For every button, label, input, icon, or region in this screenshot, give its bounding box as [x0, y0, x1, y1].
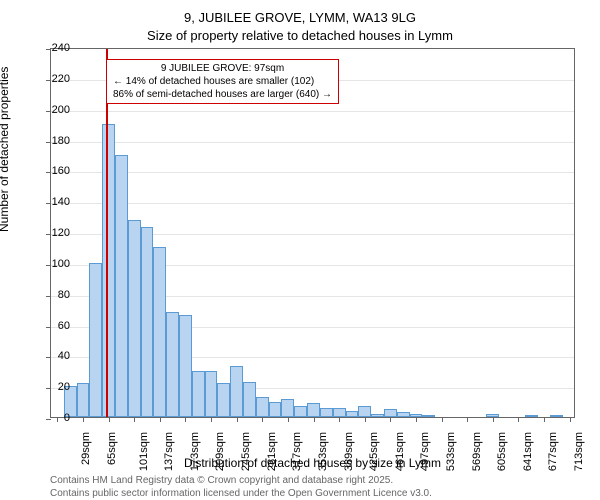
histogram-bar: [397, 412, 410, 417]
histogram-bar: [153, 247, 166, 417]
x-tick: [185, 417, 186, 422]
histogram-bar: [192, 371, 205, 417]
x-axis-label: Distribution of detached houses by size …: [50, 456, 575, 470]
chart-container: 9, JUBILEE GROVE, LYMM, WA13 9LG Size of…: [0, 0, 600, 500]
x-tick: [160, 417, 161, 422]
x-tick: [390, 417, 391, 422]
y-tick-label: 220: [40, 73, 70, 85]
grid-line: [51, 142, 574, 143]
grid-line: [51, 172, 574, 173]
x-tick: [262, 417, 263, 422]
marker-line: [106, 49, 108, 417]
x-tick: [570, 417, 571, 422]
histogram-bar: [115, 155, 128, 417]
x-tick: [416, 417, 417, 422]
histogram-bar: [333, 408, 346, 417]
chart-title-sub: Size of property relative to detached ho…: [0, 28, 600, 43]
histogram-bar: [166, 312, 179, 417]
histogram-bar: [525, 415, 538, 417]
histogram-bar: [102, 124, 115, 417]
x-tick: [467, 417, 468, 422]
annotation-title: 9 JUBILEE GROVE: 97sqm: [113, 62, 332, 75]
x-tick: [442, 417, 443, 422]
histogram-bar: [358, 406, 371, 417]
x-tick: [109, 417, 110, 422]
y-tick-label: 180: [40, 135, 70, 147]
x-tick: [544, 417, 545, 422]
x-tick: [288, 417, 289, 422]
y-tick-label: 160: [40, 165, 70, 177]
x-tick: [237, 417, 238, 422]
histogram-bar: [281, 399, 294, 418]
y-tick-label: 20: [40, 381, 70, 393]
x-tick: [314, 417, 315, 422]
histogram-bar: [269, 402, 282, 417]
x-tick: [339, 417, 340, 422]
histogram-bar: [422, 415, 435, 417]
histogram-bar: [205, 371, 218, 417]
y-tick-label: 40: [40, 350, 70, 362]
x-tick: [83, 417, 84, 422]
histogram-bar: [256, 397, 269, 417]
grid-line: [51, 203, 574, 204]
credit-line-2: Contains public sector information licen…: [50, 488, 432, 499]
y-tick-label: 0: [40, 412, 70, 424]
chart-title-main: 9, JUBILEE GROVE, LYMM, WA13 9LG: [0, 10, 600, 25]
x-tick: [518, 417, 519, 422]
histogram-bar: [384, 409, 397, 417]
x-tick: [211, 417, 212, 422]
y-tick-label: 60: [40, 320, 70, 332]
x-tick: [493, 417, 494, 422]
histogram-bar: [550, 415, 563, 417]
histogram-bar: [217, 383, 230, 417]
x-tick: [365, 417, 366, 422]
histogram-bar: [320, 408, 333, 417]
annotation-line-1: ← 14% of detached houses are smaller (10…: [113, 75, 332, 88]
histogram-bar: [89, 263, 102, 417]
y-axis-label: Number of detached properties: [0, 67, 11, 232]
histogram-bar: [77, 383, 90, 417]
y-tick-label: 200: [40, 104, 70, 116]
histogram-bar: [179, 315, 192, 417]
x-tick: [134, 417, 135, 422]
histogram-bar: [294, 406, 307, 417]
histogram-bar: [141, 227, 154, 417]
y-tick-label: 100: [40, 258, 70, 270]
histogram-bar: [128, 220, 141, 417]
histogram-bar: [230, 366, 243, 417]
credit-line-1: Contains HM Land Registry data © Crown c…: [50, 475, 393, 486]
annotation-box: 9 JUBILEE GROVE: 97sqm← 14% of detached …: [106, 59, 339, 104]
plot-area: 9 JUBILEE GROVE: 97sqm← 14% of detached …: [50, 48, 575, 418]
y-tick-label: 80: [40, 289, 70, 301]
y-tick-label: 140: [40, 196, 70, 208]
grid-line: [51, 111, 574, 112]
histogram-bar: [346, 411, 359, 417]
histogram-bar: [371, 414, 384, 417]
histogram-bar: [307, 403, 320, 417]
y-tick-label: 240: [40, 42, 70, 54]
y-tick-label: 120: [40, 227, 70, 239]
histogram-bar: [243, 382, 256, 417]
annotation-line-2: 86% of semi-detached houses are larger (…: [113, 88, 332, 101]
